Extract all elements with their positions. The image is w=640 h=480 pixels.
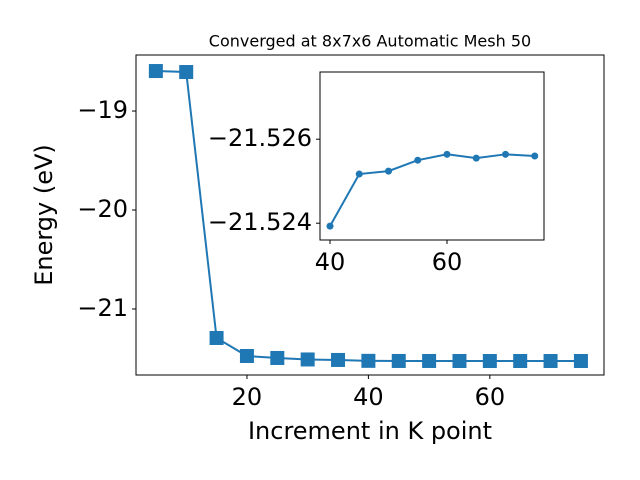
marker (543, 354, 558, 369)
marker (209, 330, 224, 345)
marker (482, 354, 497, 369)
x-tick-label: 20 (232, 383, 263, 411)
marker (414, 156, 422, 164)
y-tick-label: −19 (77, 96, 128, 124)
y-axis-label: Energy (eV) (30, 144, 58, 286)
chart-title: Converged at 8x7x6 Automatic Mesh 50 (209, 32, 531, 51)
marker (443, 150, 451, 158)
x-tick-label: 40 (353, 383, 384, 411)
marker (355, 170, 363, 178)
x-tick-label: 40 (315, 248, 346, 276)
marker (452, 353, 467, 368)
marker (300, 352, 315, 367)
marker (422, 353, 437, 368)
marker (361, 353, 376, 368)
marker (239, 348, 254, 363)
x-tick-label: 60 (475, 383, 506, 411)
marker (513, 353, 528, 368)
x-axis-label: Increment in K point (248, 417, 492, 445)
marker (331, 352, 346, 367)
marker (385, 167, 393, 175)
x-tick-label: 60 (432, 248, 463, 276)
y-tick-label: −21.524 (208, 208, 312, 236)
marker (179, 65, 194, 80)
data-line (329, 153, 535, 227)
axes-frame (135, 54, 605, 376)
marker (148, 64, 163, 79)
axes-background (320, 72, 544, 240)
marker (573, 354, 588, 369)
y-tick-label: −21 (77, 294, 128, 322)
axes-frame (319, 71, 545, 241)
y-tick-label: −20 (77, 195, 128, 223)
marker (326, 222, 334, 230)
marker (472, 154, 480, 162)
marker (531, 152, 539, 160)
marker (391, 353, 406, 368)
marker (270, 350, 285, 365)
y-tick-label: −21.526 (208, 124, 312, 152)
marker (502, 150, 510, 158)
